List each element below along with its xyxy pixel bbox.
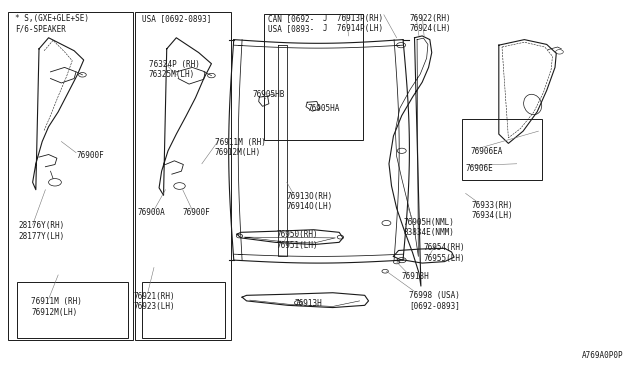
Text: 76913H: 76913H (294, 299, 322, 308)
Text: A769A0P0P: A769A0P0P (582, 351, 623, 360)
Text: 76913O(RH)
76914O(LH): 76913O(RH) 76914O(LH) (287, 192, 333, 211)
Text: 76913H: 76913H (402, 272, 429, 281)
Text: 76905H(NML)
83834E(NMM): 76905H(NML) 83834E(NMM) (403, 218, 454, 237)
Text: * S,(GXE+GLE+SE)
F/6-SPEAKER: * S,(GXE+GLE+SE) F/6-SPEAKER (15, 14, 89, 33)
Text: 76906E: 76906E (466, 164, 493, 173)
Bar (17, 282, 129, 338)
Text: CAN [0692-
USA [0893-: CAN [0692- USA [0893- (268, 14, 314, 33)
Text: 76922(RH)
76924(LH): 76922(RH) 76924(LH) (410, 14, 451, 33)
Text: 76950(RH)
76951(LH): 76950(RH) 76951(LH) (276, 231, 318, 250)
Text: J  76913P(RH)
J  76914P(LH): J 76913P(RH) J 76914P(LH) (323, 14, 383, 33)
Bar (463, 119, 542, 180)
Text: 76998 (USA)
[0692-0893]: 76998 (USA) [0692-0893] (410, 291, 460, 310)
Text: 76911M (RH)
76912M(LH): 76911M (RH) 76912M(LH) (31, 297, 82, 317)
Text: 76933(RH)
76934(LH): 76933(RH) 76934(LH) (472, 201, 514, 220)
Text: 76324P (RH)
76325M(LH): 76324P (RH) 76325M(LH) (149, 60, 200, 79)
Text: 76900F: 76900F (76, 151, 104, 160)
Bar (135, 12, 230, 340)
Text: 76905HB: 76905HB (253, 90, 285, 99)
Text: 76921(RH)
76923(LH): 76921(RH) 76923(LH) (134, 292, 175, 311)
Text: 76900A: 76900A (138, 208, 166, 217)
Text: 76906EA: 76906EA (470, 147, 502, 156)
Bar (143, 282, 225, 338)
Text: USA [0692-0893]: USA [0692-0893] (143, 14, 212, 23)
Text: 28176Y(RH)
28177Y(LH): 28176Y(RH) 28177Y(LH) (19, 221, 65, 241)
Bar (264, 14, 364, 140)
Text: 76905HA: 76905HA (307, 105, 340, 113)
Bar (8, 12, 133, 340)
Text: 76900F: 76900F (182, 208, 211, 217)
Text: 76954(RH)
76955(LH): 76954(RH) 76955(LH) (424, 243, 465, 263)
Text: 76911M (RH)
76912M(LH): 76911M (RH) 76912M(LH) (214, 138, 266, 157)
